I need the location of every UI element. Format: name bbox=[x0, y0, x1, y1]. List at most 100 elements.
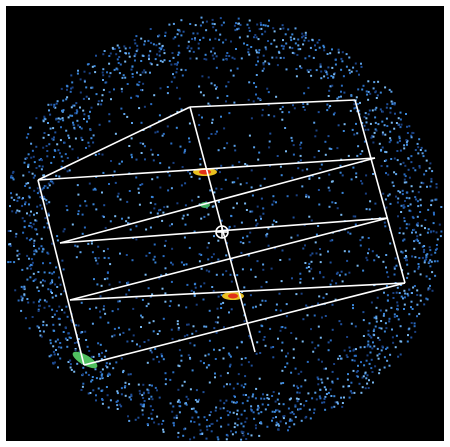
speckle bbox=[198, 253, 201, 256]
speckle bbox=[183, 428, 186, 431]
speckle bbox=[199, 158, 202, 160]
speckle bbox=[172, 405, 175, 408]
speckle bbox=[83, 226, 86, 229]
speckle bbox=[380, 165, 383, 167]
speckle bbox=[272, 391, 275, 393]
speckle bbox=[176, 400, 179, 403]
speckle bbox=[16, 249, 19, 252]
speckle bbox=[401, 193, 404, 196]
speckle bbox=[440, 206, 443, 208]
speckle bbox=[139, 73, 142, 76]
speckle bbox=[27, 133, 30, 136]
speckle bbox=[254, 275, 257, 278]
speckle bbox=[406, 191, 409, 194]
speckle bbox=[272, 27, 275, 30]
speckle bbox=[235, 22, 237, 25]
speckle bbox=[405, 113, 407, 115]
speckle bbox=[23, 293, 26, 296]
speckle bbox=[255, 427, 257, 430]
speckle bbox=[26, 254, 29, 257]
speckle bbox=[162, 419, 165, 422]
speckle bbox=[297, 38, 300, 41]
speckle bbox=[378, 326, 381, 329]
speckle bbox=[421, 245, 424, 248]
speckle bbox=[272, 200, 275, 203]
speckle bbox=[216, 307, 219, 310]
speckle bbox=[128, 145, 131, 147]
speckle bbox=[351, 359, 354, 362]
speckle bbox=[372, 381, 374, 384]
speckle bbox=[389, 242, 392, 245]
speckle bbox=[279, 420, 282, 423]
speckle bbox=[213, 52, 216, 55]
speckle bbox=[146, 423, 149, 426]
speckle bbox=[33, 213, 35, 216]
speckle bbox=[243, 286, 246, 289]
speckle bbox=[354, 223, 357, 226]
speckle bbox=[365, 121, 368, 124]
speckle bbox=[299, 154, 302, 157]
speckle bbox=[370, 136, 373, 139]
speckle bbox=[127, 373, 130, 376]
speckle bbox=[149, 349, 152, 352]
speckle bbox=[313, 121, 316, 124]
speckle bbox=[91, 376, 94, 378]
speckle bbox=[220, 219, 223, 222]
speckle bbox=[193, 436, 196, 439]
speckle bbox=[268, 146, 271, 149]
speckle bbox=[40, 245, 43, 248]
speckle bbox=[340, 396, 343, 399]
speckle bbox=[260, 23, 262, 26]
speckle bbox=[418, 312, 421, 315]
speckle bbox=[330, 180, 333, 183]
speckle bbox=[225, 270, 228, 273]
speckle bbox=[47, 226, 50, 229]
speckle bbox=[291, 176, 294, 179]
speckle bbox=[349, 232, 352, 235]
speckle bbox=[25, 182, 28, 185]
speckle bbox=[430, 177, 433, 180]
speckle bbox=[389, 137, 392, 140]
speckle bbox=[139, 142, 142, 145]
speckle bbox=[373, 316, 376, 319]
speckle bbox=[413, 285, 416, 287]
speckle bbox=[43, 132, 46, 134]
speckle bbox=[199, 91, 202, 94]
speckle bbox=[405, 181, 408, 184]
speckle bbox=[327, 77, 329, 79]
speckle bbox=[116, 392, 119, 395]
speckle bbox=[90, 137, 93, 140]
speckle bbox=[410, 136, 413, 139]
speckle bbox=[279, 108, 282, 111]
speckle bbox=[102, 68, 105, 71]
speckle bbox=[68, 336, 71, 339]
speckle bbox=[361, 122, 364, 124]
speckle bbox=[259, 421, 262, 424]
speckle bbox=[185, 263, 188, 266]
speckle bbox=[390, 158, 393, 160]
speckle bbox=[75, 324, 77, 327]
speckle bbox=[28, 239, 31, 242]
speckle bbox=[225, 100, 227, 103]
speckle bbox=[189, 388, 192, 391]
speckle bbox=[30, 258, 33, 261]
speckle bbox=[176, 110, 179, 113]
speckle bbox=[250, 364, 253, 367]
speckle bbox=[260, 197, 263, 200]
speckle bbox=[430, 253, 433, 256]
hot-spot-core bbox=[199, 169, 211, 175]
speckle bbox=[399, 340, 402, 343]
speckle bbox=[308, 215, 311, 218]
speckle bbox=[43, 271, 46, 274]
speckle bbox=[245, 182, 248, 185]
speckle bbox=[137, 416, 140, 419]
speckle bbox=[404, 292, 407, 295]
speckle bbox=[66, 315, 69, 318]
speckle bbox=[243, 303, 246, 306]
speckle bbox=[29, 222, 32, 224]
speckle bbox=[111, 310, 114, 313]
speckle bbox=[273, 115, 276, 118]
speckle bbox=[166, 125, 169, 128]
speckle bbox=[350, 70, 353, 73]
speckle bbox=[152, 358, 155, 361]
